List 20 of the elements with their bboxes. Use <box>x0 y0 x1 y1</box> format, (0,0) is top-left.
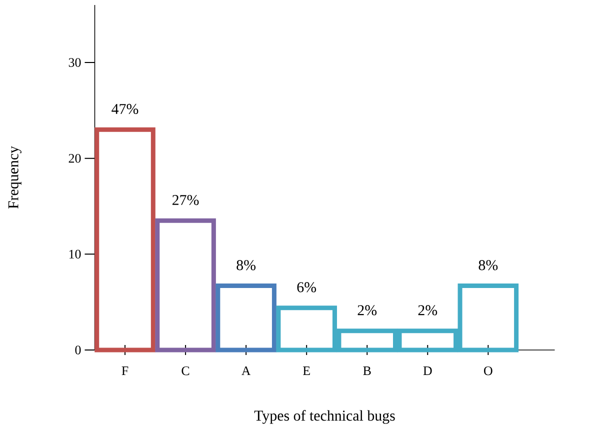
annotation: 27% <box>172 194 199 206</box>
annotation: 2% <box>418 305 438 316</box>
y-tick-label: 20 <box>68 154 81 163</box>
y-tick-label: 0 <box>75 346 81 354</box>
annotation: 2% <box>358 305 377 316</box>
x-tick-label: F <box>122 366 128 375</box>
x-tick-label: E <box>303 366 310 375</box>
y-tick-label: 30 <box>68 58 81 67</box>
x-axis-title: Types of technical bugs <box>254 410 395 424</box>
annotation: 8% <box>236 260 256 270</box>
y-axis-title: Frequency <box>8 146 22 209</box>
x-tick-label: B <box>363 366 371 376</box>
x-tick-label: C <box>182 366 190 376</box>
x-tick-label: O <box>484 366 492 376</box>
annotation: 8% <box>478 260 498 270</box>
x-tick-label: D <box>423 366 432 376</box>
x-tick-label: A <box>242 366 251 376</box>
annotation: 6% <box>297 282 316 292</box>
y-tick-label: 10 <box>69 250 81 259</box>
annotation: 47% <box>112 104 138 114</box>
